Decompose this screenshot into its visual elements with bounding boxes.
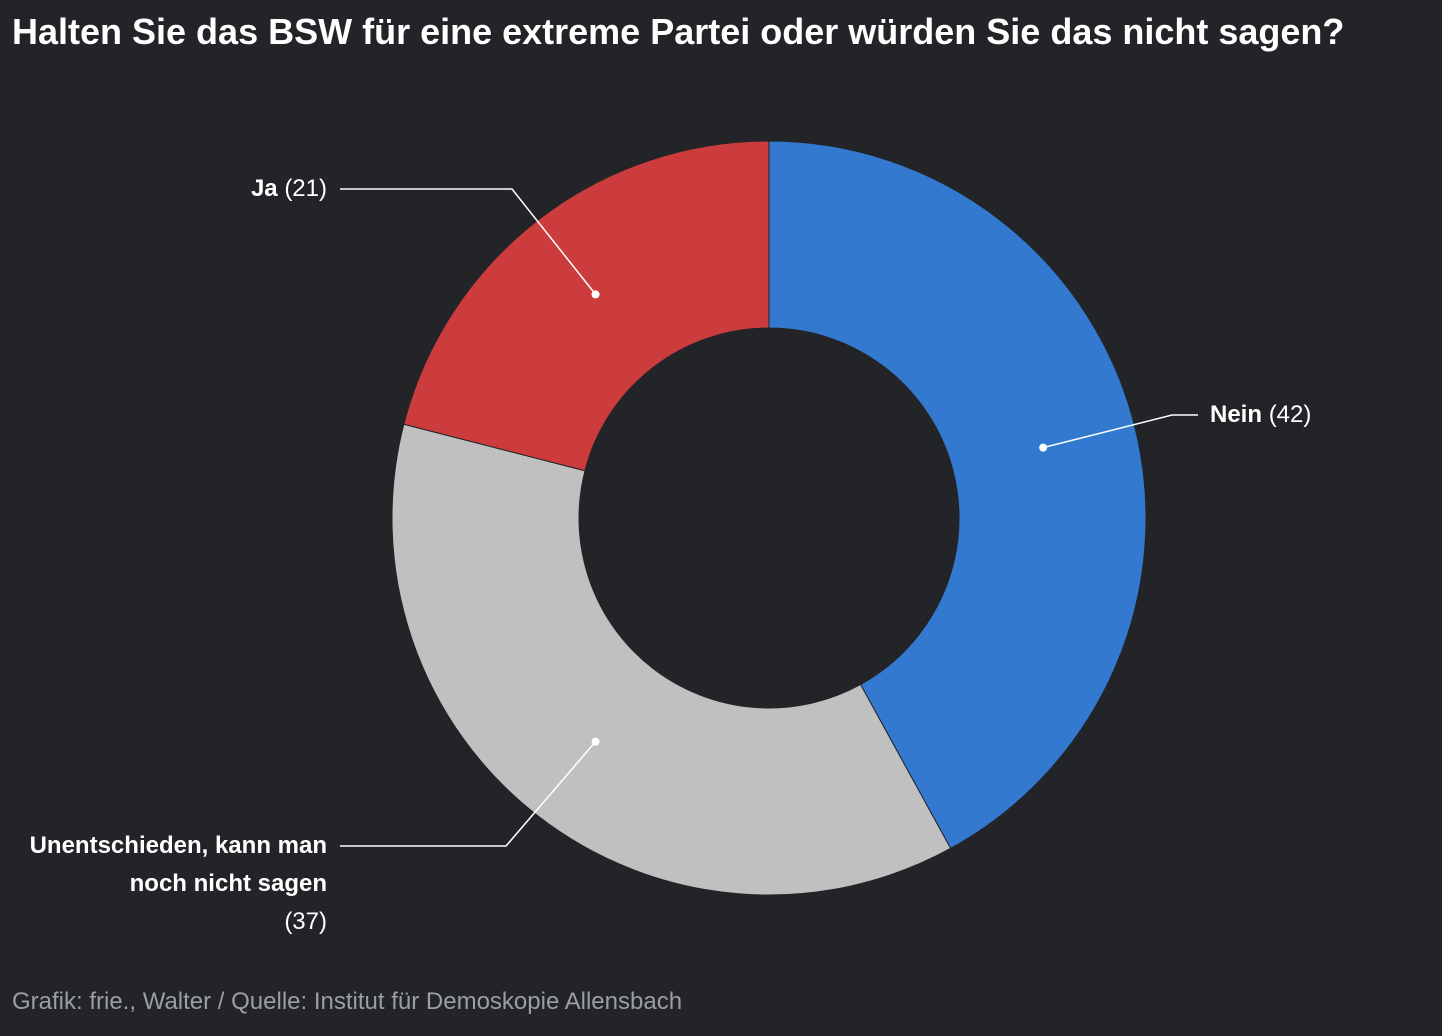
label-ja-value: (21) (284, 175, 327, 202)
label-unentschieden-name: Unentschieden, kann man noch nicht sagen (29, 832, 327, 897)
slice-unentschieden (391, 423, 952, 896)
leader-line-nein (1042, 414, 1198, 449)
slice-nein (768, 140, 1147, 850)
label-unentschieden-value: (37) (284, 908, 327, 935)
leader-line-unentschieden (340, 741, 597, 847)
label-unentschieden: Unentschieden, kann man noch nicht sagen… (27, 827, 327, 941)
leader-dot-unentschieden (591, 737, 600, 746)
slice-ja (403, 140, 770, 472)
chart-title: Halten Sie das BSW für eine extreme Part… (12, 11, 1345, 52)
leader-dot-ja (591, 290, 600, 299)
label-ja: Ja (21) (251, 170, 327, 208)
label-nein: Nein (42) (1210, 396, 1311, 434)
label-nein-name: Nein (1210, 401, 1263, 428)
leader-dot-nein (1039, 443, 1048, 452)
label-ja-name: Ja (250, 175, 278, 202)
source-credit: Grafik: frie., Walter / Quelle: Institut… (12, 988, 683, 1015)
label-nein-value: (42) (1268, 401, 1312, 428)
leader-line-ja (340, 188, 597, 295)
